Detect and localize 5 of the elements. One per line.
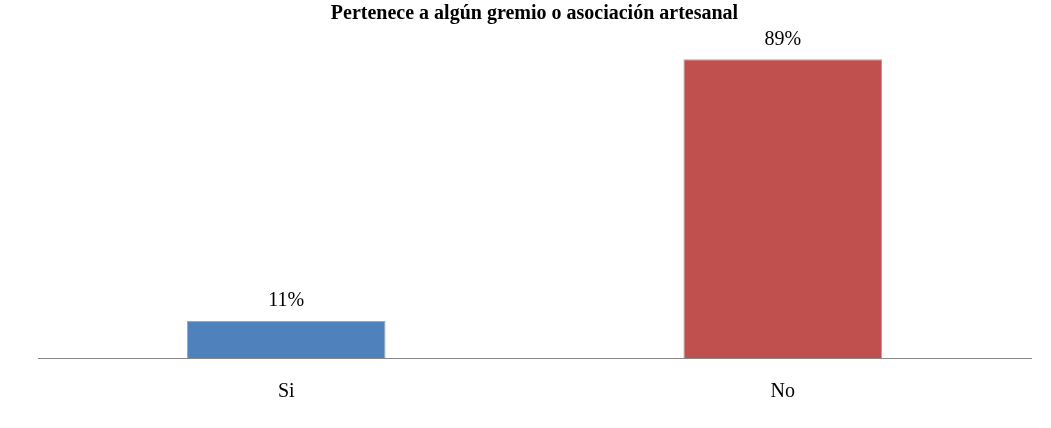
x-tick-label: No [770, 379, 795, 402]
chart-title: Pertenece a algún gremio o asociación artesanal [330, 1, 739, 25]
data-label: 89% [764, 26, 802, 49]
x-tick-label: Si [277, 379, 296, 402]
data-label: 11% [268, 288, 305, 311]
